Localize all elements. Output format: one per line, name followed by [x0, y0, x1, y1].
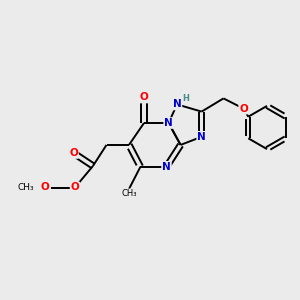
Text: O: O	[41, 182, 50, 193]
Text: N: N	[164, 118, 173, 128]
Text: CH₃: CH₃	[121, 189, 137, 198]
Text: CH₃: CH₃	[18, 183, 34, 192]
Text: N: N	[162, 162, 171, 172]
Text: N: N	[172, 99, 182, 110]
Text: H: H	[183, 94, 189, 103]
Text: O: O	[69, 148, 78, 158]
Text: N: N	[197, 132, 206, 142]
Text: O: O	[239, 103, 248, 114]
Text: O: O	[70, 182, 80, 193]
Text: O: O	[140, 92, 148, 103]
